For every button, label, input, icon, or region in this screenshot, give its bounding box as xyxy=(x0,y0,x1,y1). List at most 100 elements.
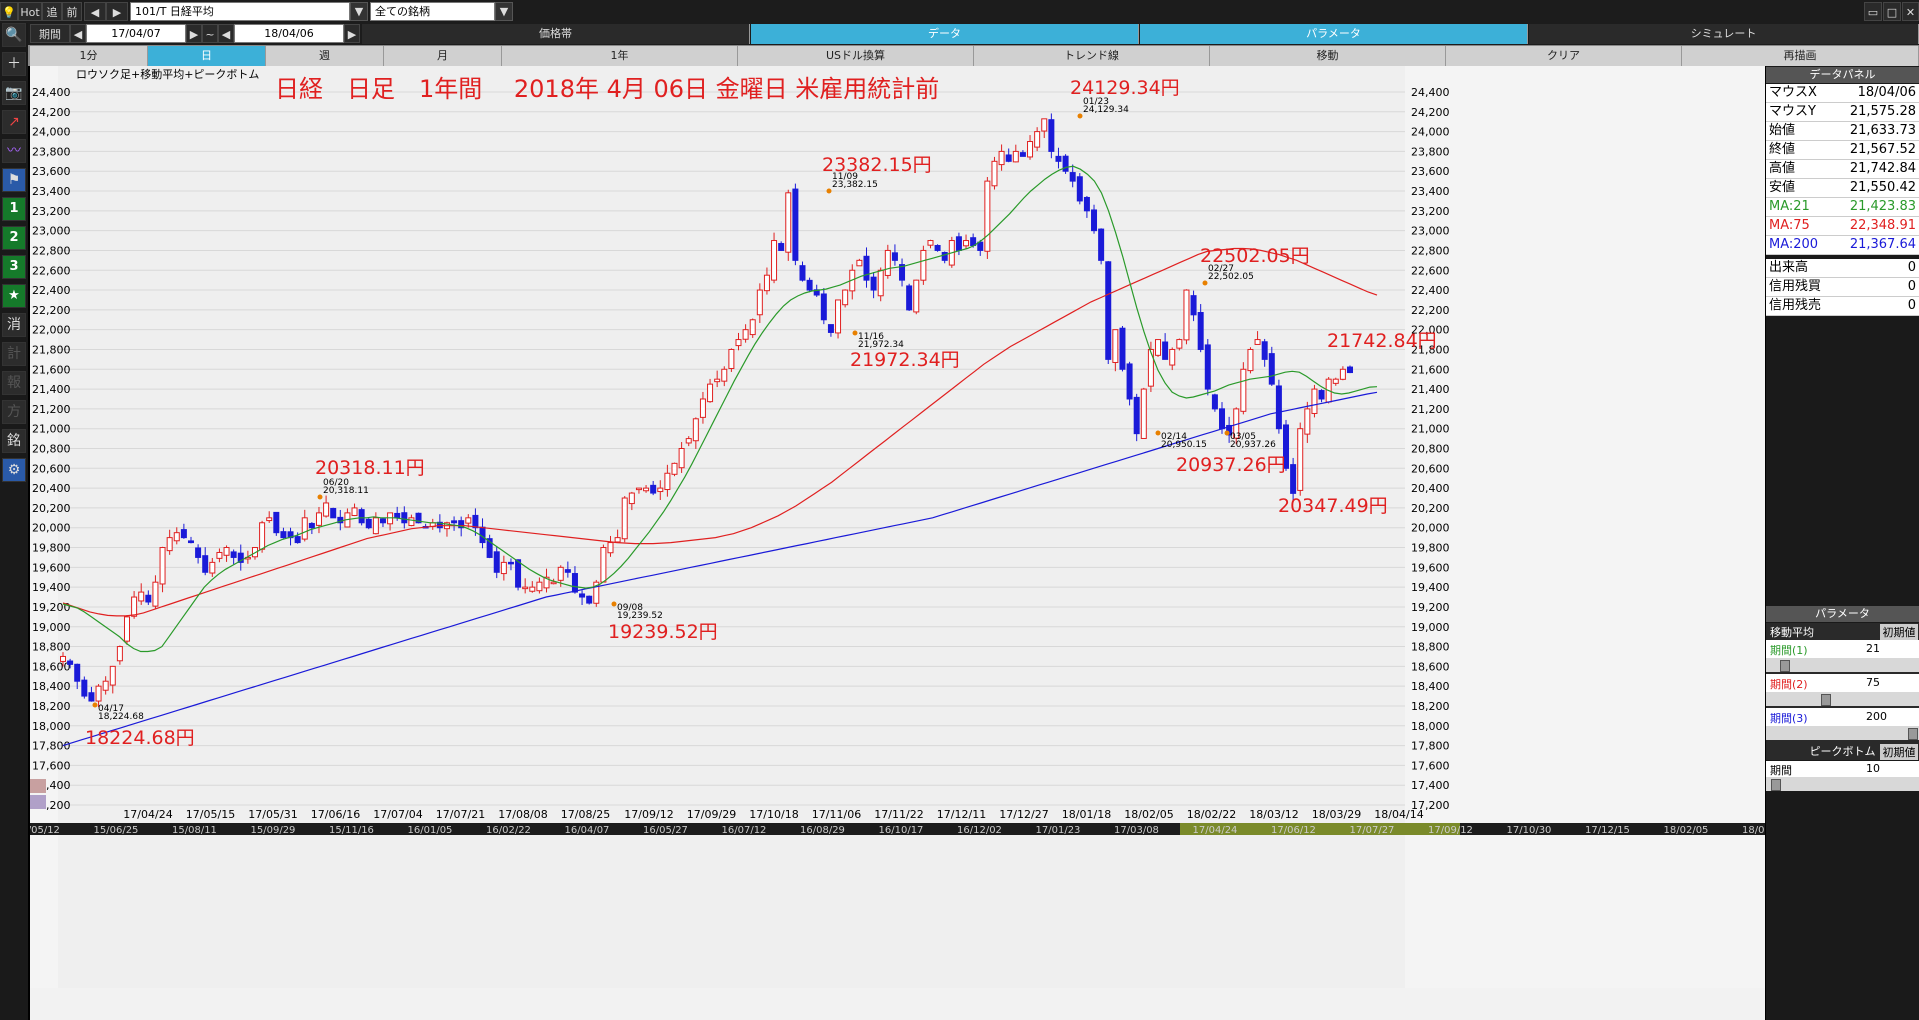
tab-clear[interactable]: クリア xyxy=(1446,46,1682,66)
line-chart-icon[interactable]: ↗ xyxy=(2,110,26,134)
tab-price-band[interactable]: 価格帯 xyxy=(362,24,750,44)
slider-handle[interactable] xyxy=(1821,694,1831,706)
hot-button[interactable]: Hot xyxy=(18,2,42,21)
symbol-field[interactable]: 101/T 日経平均 xyxy=(130,2,350,21)
left-arrow-icon[interactable]: ◀ xyxy=(84,2,106,21)
candle-body xyxy=(557,566,564,581)
lightbulb-icon[interactable]: 💡 xyxy=(0,2,18,21)
slider-handle[interactable] xyxy=(1771,779,1781,791)
tab-1min[interactable]: 1分 xyxy=(30,46,148,66)
data-row-label: 出来高 xyxy=(1769,260,1809,275)
wave-chart-icon[interactable]: 〰 xyxy=(2,139,26,163)
y-tick-label-right: 18,200 xyxy=(1411,700,1450,713)
data-row: 終値 21,567.52 xyxy=(1766,141,1919,160)
tab-daily[interactable]: 日 xyxy=(148,46,266,66)
candle-body xyxy=(1041,118,1048,132)
candle-body xyxy=(884,249,891,276)
candle-body xyxy=(870,276,877,291)
back-button[interactable]: 追 xyxy=(42,2,62,21)
universe-select[interactable]: 全ての銘柄 xyxy=(370,2,495,21)
ma21-line xyxy=(62,165,1378,653)
maximize-icon[interactable]: □ xyxy=(1883,2,1901,21)
candle-body xyxy=(1318,390,1325,400)
right-arrow-icon[interactable]: ▶ xyxy=(186,24,202,43)
tab-move[interactable]: 移動 xyxy=(1210,46,1446,66)
report-button[interactable]: 報 xyxy=(2,371,26,395)
peak-reset-button[interactable]: 初期値 xyxy=(1880,744,1918,760)
tab-parameter[interactable]: パラメータ xyxy=(1140,24,1528,44)
slider-handle[interactable] xyxy=(1908,728,1918,740)
overview-label: 16/02/22 xyxy=(486,825,531,836)
right-arrow-icon[interactable]: ▶ xyxy=(106,2,128,21)
camera-icon[interactable]: 📷 xyxy=(2,81,26,105)
indicator-label: ロウソク足+移動平均+ピークボトム xyxy=(76,68,260,81)
mini-wave-icon xyxy=(30,795,46,809)
slider-handle[interactable] xyxy=(1780,660,1790,672)
chevron-down-icon[interactable]: ▼ xyxy=(495,2,513,21)
candle-body xyxy=(323,502,330,517)
star-icon[interactable]: ★ xyxy=(2,284,26,308)
left-arrow-icon[interactable]: ◀ xyxy=(70,24,86,43)
candle-body xyxy=(692,418,699,442)
tab-simulate[interactable]: シミュレート xyxy=(1529,24,1919,44)
candle-body xyxy=(614,537,621,543)
y-tick-label-right: 20,200 xyxy=(1411,502,1450,515)
method-button[interactable]: 方 xyxy=(2,400,26,424)
ma-period-slider[interactable] xyxy=(1766,692,1919,706)
candle-body xyxy=(1219,408,1226,430)
right-arrow-icon[interactable]: ▶ xyxy=(344,24,360,43)
y-tick-label-right: 24,200 xyxy=(1411,106,1450,119)
search-icon[interactable]: 🔍 xyxy=(2,23,26,47)
peak-period-value[interactable]: 10 xyxy=(1866,762,1880,775)
preset-2-button[interactable]: 2 xyxy=(2,226,26,250)
tab-data[interactable]: データ xyxy=(751,24,1139,44)
date-from-field[interactable]: 17/04/07 xyxy=(86,24,186,43)
ma-period-slider[interactable] xyxy=(1766,726,1919,740)
chevron-down-icon[interactable]: ▼ xyxy=(350,2,368,21)
ma-period-slider[interactable] xyxy=(1766,658,1919,672)
tab-redraw[interactable]: 再描画 xyxy=(1682,46,1919,66)
ma-period-value[interactable]: 75 xyxy=(1866,676,1880,689)
calc-button[interactable]: 計 xyxy=(2,342,26,366)
prev-button[interactable]: 前 xyxy=(62,2,82,21)
chart-area[interactable]: 17,200 17,200 17,400 17,400 17,600 17,600 17,8… xyxy=(30,66,1765,1020)
gear-icon[interactable]: ⚙ xyxy=(2,458,26,482)
erase-button[interactable]: 消 xyxy=(2,313,26,337)
peak-annotation: 24129.34円 xyxy=(1070,77,1180,99)
date-to-field[interactable]: 18/04/06 xyxy=(234,24,344,43)
tab-1year[interactable]: 1年 xyxy=(502,46,738,66)
candle-body xyxy=(1183,289,1190,341)
left-arrow-icon[interactable]: ◀ xyxy=(218,24,234,43)
candle-body xyxy=(365,518,372,529)
tab-trendline[interactable]: トレンド線 xyxy=(974,46,1210,66)
tab-usd[interactable]: USドル換算 xyxy=(738,46,974,66)
candle-body xyxy=(1247,348,1254,372)
candle-body xyxy=(998,150,1005,166)
tab-weekly[interactable]: 週 xyxy=(266,46,384,66)
candle-body xyxy=(1140,388,1147,439)
preset-3-button[interactable]: 3 xyxy=(2,255,26,279)
x-tick-label: 18/02/22 xyxy=(1187,808,1236,821)
crosshair-icon[interactable]: ＋ xyxy=(2,52,26,76)
peak-value-label: 22,502.05 xyxy=(1208,272,1254,282)
tab-monthly[interactable]: 月 xyxy=(384,46,502,66)
x-tick-label: 17/09/29 xyxy=(687,808,736,821)
data-row-value: 0 xyxy=(1907,298,1916,313)
ma-period-value[interactable]: 21 xyxy=(1866,642,1880,655)
data-row-value: 21,575.28 xyxy=(1849,104,1916,119)
stock-button[interactable]: 銘 xyxy=(2,429,26,453)
y-tick-label-left: 21,000 xyxy=(32,423,71,436)
candle-body xyxy=(685,438,692,444)
preset-1-button[interactable]: 1 xyxy=(2,197,26,221)
peak-annotation: 20318.11円 xyxy=(315,457,425,479)
y-tick-label-left: 19,200 xyxy=(32,601,71,614)
minimize-icon[interactable]: ▭ xyxy=(1864,2,1882,21)
peak-slider[interactable] xyxy=(1766,777,1919,791)
ma-period-label: 期間(2) xyxy=(1770,678,1808,691)
candle-body xyxy=(1147,348,1154,387)
ma-reset-button[interactable]: 初期値 xyxy=(1880,624,1918,640)
close-icon[interactable]: ✕ xyxy=(1902,2,1919,21)
ma-period-value[interactable]: 200 xyxy=(1866,710,1887,723)
flag-icon[interactable]: ⚑ xyxy=(2,168,26,192)
